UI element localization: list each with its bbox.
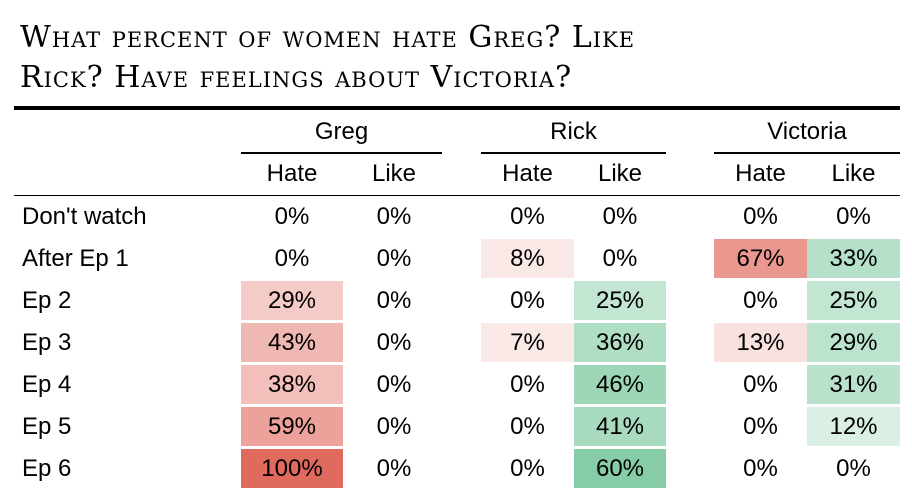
title-rule	[14, 106, 900, 110]
title-line-1: What percent of women hate Greg? Like	[20, 20, 636, 55]
group-underline-rick	[481, 152, 666, 154]
subheader-victoria-hate: Hate	[735, 160, 786, 187]
cell-greg-like: 0%	[376, 412, 412, 440]
cell-rick-hate: 0%	[510, 286, 545, 314]
cell-rick-hate: 0%	[510, 454, 545, 482]
cell-victoria-like: 29%	[807, 323, 900, 362]
cell-rick-like: 41%	[574, 407, 666, 446]
cell-rick-like: 46%	[574, 365, 666, 404]
cell-victoria-hate: 0%	[743, 286, 778, 314]
cell-victoria-like: 25%	[807, 281, 900, 320]
cell-greg-like: 0%	[376, 202, 412, 230]
group-header-rick: Rick	[550, 118, 597, 145]
cell-greg-like: 0%	[376, 370, 412, 398]
row-label: Ep 5	[22, 412, 72, 440]
subheader-greg-like: Like	[371, 160, 417, 187]
cell-greg-hate: 38%	[241, 365, 343, 404]
cell-rick-hate: 0%	[510, 412, 545, 440]
group-header-victoria: Victoria	[767, 118, 847, 145]
subheader-greg-hate: Hate	[266, 160, 318, 187]
cell-victoria-like: 31%	[807, 365, 900, 404]
cell-rick-hate: 7%	[481, 323, 574, 362]
cell-rick-hate: 8%	[481, 239, 574, 278]
row-label: Ep 6	[22, 454, 72, 482]
group-underline-greg	[241, 152, 442, 154]
chart-title: What percent of women hate Greg? Like Ri…	[20, 18, 900, 98]
cell-greg-hate: 29%	[241, 281, 343, 320]
row-label: Ep 2	[22, 286, 72, 314]
cell-victoria-like: 12%	[807, 407, 900, 446]
cell-victoria-hate: 67%	[714, 239, 807, 278]
cell-rick-like: 25%	[574, 281, 666, 320]
cell-greg-like: 0%	[376, 286, 412, 314]
row-label: Ep 3	[22, 328, 72, 356]
title-line-2: Rick? Have feelings about Victoria?	[20, 60, 573, 95]
cell-rick-like: 0%	[602, 202, 638, 230]
cell-victoria-hate: 0%	[743, 370, 778, 398]
cell-rick-hate: 0%	[510, 370, 545, 398]
cell-victoria-hate: 0%	[743, 412, 778, 440]
row-label: Don't watch	[22, 202, 147, 230]
cell-victoria-hate: 13%	[714, 323, 807, 362]
subheader-victoria-like: Like	[831, 160, 876, 187]
cell-greg-hate: 0%	[274, 202, 310, 230]
cell-victoria-like: 0%	[836, 202, 871, 230]
group-underline-victoria	[714, 152, 900, 154]
cell-rick-like: 60%	[574, 449, 666, 488]
row-label: Ep 4	[22, 370, 72, 398]
cell-greg-hate: 100%	[241, 449, 343, 488]
cell-greg-like: 0%	[376, 244, 412, 272]
cell-rick-like: 36%	[574, 323, 666, 362]
cell-victoria-hate: 0%	[743, 202, 778, 230]
cell-greg-hate: 0%	[274, 244, 310, 272]
cell-greg-like: 0%	[376, 328, 412, 356]
cell-rick-hate: 0%	[510, 202, 545, 230]
cell-victoria-hate: 0%	[743, 454, 778, 482]
cell-greg-hate: 43%	[241, 323, 343, 362]
cell-victoria-like: 33%	[807, 239, 900, 278]
cell-greg-like: 0%	[376, 454, 412, 482]
subheader-rick-hate: Hate	[502, 160, 553, 187]
cell-greg-hate: 59%	[241, 407, 343, 446]
group-header-greg: Greg	[314, 118, 369, 145]
cell-rick-like: 0%	[602, 244, 638, 272]
subheader-rick-like: Like	[597, 160, 643, 187]
row-label: After Ep 1	[22, 244, 129, 272]
header-rule	[14, 195, 900, 196]
cell-victoria-like: 0%	[836, 454, 871, 482]
